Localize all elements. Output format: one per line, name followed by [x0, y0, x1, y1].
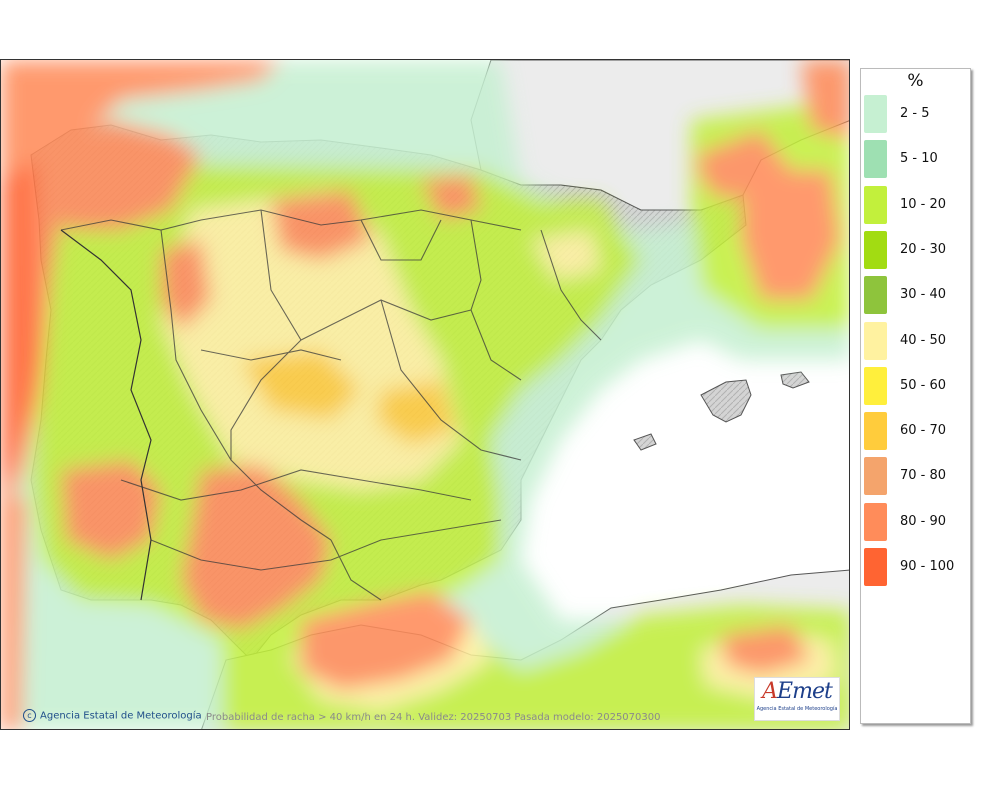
legend-label: 10 - 20: [900, 196, 947, 212]
copyright-icon: c: [23, 709, 36, 722]
credit-label: Agencia Estatal de Meteorología: [40, 710, 202, 722]
credit-text: c Agencia Estatal de Meteorología: [23, 709, 202, 722]
ibiza: [633, 433, 657, 451]
legend-item: 10 - 20: [864, 185, 970, 224]
legend-label: 50 - 60: [900, 377, 947, 393]
legend-label: 5 - 10: [900, 151, 938, 167]
map-footnote: Probabilidad de racha > 40 km/h en 24 h.…: [206, 712, 661, 723]
legend-item: 80 - 90: [864, 502, 970, 541]
map-canvas: [1, 60, 849, 729]
legend-label: 80 - 90: [900, 513, 947, 529]
aemet-logo: AEmet Agencia Estatal de Meteorología: [754, 677, 840, 721]
legend-item: 50 - 60: [864, 366, 970, 405]
color-legend: % 2 - 5 5 - 10 10 - 20 20 - 30 30 - 40 40 - 5…: [860, 68, 971, 724]
legend-label: 40 - 50: [900, 332, 947, 348]
mallorca: [700, 379, 752, 423]
legend-item: 60 - 70: [864, 412, 970, 451]
legend-swatch: [864, 412, 887, 451]
legend-swatch: [864, 185, 887, 224]
legend-item: 70 - 80: [864, 457, 970, 496]
legend-item: 2 - 5: [864, 95, 970, 133]
probability-field: [1, 60, 849, 729]
menorca: [780, 371, 810, 389]
legend-label: 2 - 5: [900, 106, 930, 121]
legend-label: 90 - 100: [900, 559, 955, 574]
legend-swatch: [864, 502, 887, 541]
legend-swatch: [864, 457, 887, 496]
legend-swatch: [864, 276, 887, 315]
region-borders: [60, 209, 602, 601]
legend-item: 30 - 40: [864, 276, 970, 315]
portugal-border: [60, 229, 152, 601]
legend-label: 20 - 30: [900, 241, 947, 257]
legend-swatch: [864, 95, 887, 133]
legend-swatch: [864, 230, 887, 269]
legend-item: 5 - 10: [864, 140, 970, 179]
legend-swatch: [864, 321, 887, 360]
legend-swatch: [864, 366, 887, 405]
probability-map: c Agencia Estatal de Meteorología Probabi…: [0, 59, 850, 730]
legend-item: 90 - 100: [864, 548, 970, 586]
legend-unit: %: [907, 71, 924, 91]
legend-label: 70 - 80: [900, 468, 947, 484]
legend-label: 60 - 70: [900, 423, 947, 439]
legend-label: 30 - 40: [900, 287, 947, 303]
legend-swatch: [864, 140, 887, 179]
legend-swatch: [864, 548, 887, 586]
legend-item: 40 - 50: [864, 321, 970, 360]
legend-item: 20 - 30: [864, 230, 970, 269]
